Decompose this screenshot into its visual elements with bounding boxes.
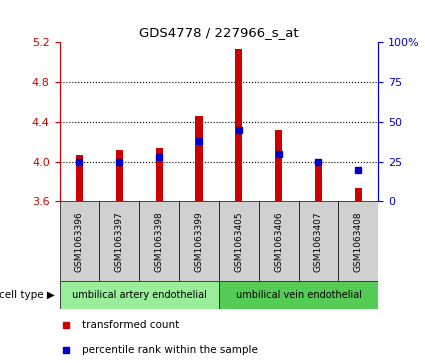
Text: GSM1063397: GSM1063397 bbox=[115, 211, 124, 272]
Text: cell type ▶: cell type ▶ bbox=[0, 290, 55, 300]
Bar bbox=[156, 147, 163, 201]
Title: GDS4778 / 227966_s_at: GDS4778 / 227966_s_at bbox=[139, 26, 299, 39]
Bar bbox=[355, 188, 362, 201]
Bar bbox=[338, 201, 378, 281]
Bar bbox=[76, 155, 83, 201]
Text: percentile rank within the sample: percentile rank within the sample bbox=[82, 345, 258, 355]
Text: GSM1063408: GSM1063408 bbox=[354, 211, 363, 272]
Bar bbox=[259, 201, 298, 281]
Bar bbox=[139, 201, 179, 281]
Bar bbox=[116, 150, 123, 201]
Bar bbox=[219, 281, 378, 309]
Text: umbilical artery endothelial: umbilical artery endothelial bbox=[72, 290, 207, 300]
Text: GSM1063398: GSM1063398 bbox=[155, 211, 164, 272]
Bar bbox=[219, 201, 259, 281]
Bar bbox=[315, 162, 322, 201]
Bar bbox=[196, 115, 203, 201]
Bar bbox=[60, 281, 219, 309]
Bar bbox=[298, 201, 338, 281]
Bar bbox=[179, 201, 219, 281]
Text: GSM1063399: GSM1063399 bbox=[195, 211, 204, 272]
Text: transformed count: transformed count bbox=[82, 320, 179, 330]
Bar bbox=[60, 201, 99, 281]
Bar bbox=[275, 130, 282, 201]
Text: GSM1063405: GSM1063405 bbox=[234, 211, 243, 272]
Text: umbilical vein endothelial: umbilical vein endothelial bbox=[235, 290, 362, 300]
Text: GSM1063407: GSM1063407 bbox=[314, 211, 323, 272]
Bar bbox=[235, 49, 242, 201]
Text: GSM1063406: GSM1063406 bbox=[274, 211, 283, 272]
Bar bbox=[99, 201, 139, 281]
Text: GSM1063396: GSM1063396 bbox=[75, 211, 84, 272]
